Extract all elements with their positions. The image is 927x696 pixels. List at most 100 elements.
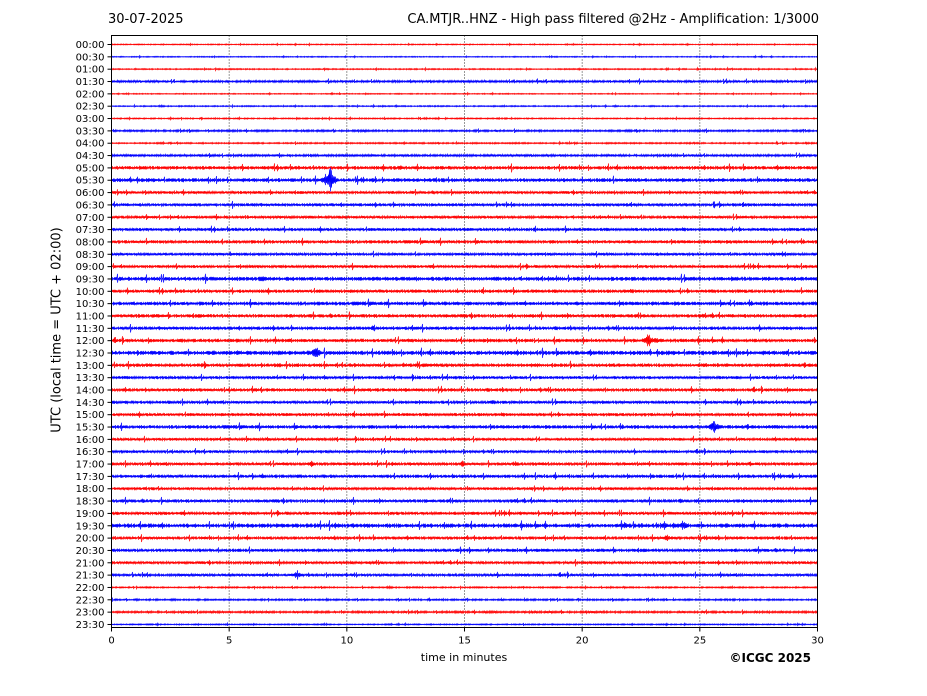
x-tick-label: 15 — [458, 636, 471, 647]
x-tick-label: 5 — [226, 636, 232, 647]
trace-2130 — [111, 570, 818, 580]
traces — [111, 42, 818, 627]
trace-1230 — [111, 347, 818, 359]
y-tick-label: 21:00 — [76, 558, 105, 569]
y-tick-label: 23:30 — [76, 620, 105, 631]
trace-0130 — [111, 78, 818, 85]
y-tick-label: 01:30 — [76, 77, 105, 88]
trace-0730 — [111, 225, 818, 233]
y-tick-label: 05:00 — [76, 163, 105, 174]
trace-0200 — [111, 91, 818, 96]
trace-1600 — [111, 435, 818, 443]
x-tick-label: 30 — [811, 636, 824, 647]
trace-0100 — [111, 66, 818, 72]
trace-0800 — [111, 237, 818, 246]
y-tick-label: 08:00 — [76, 237, 105, 248]
trace-0600 — [111, 188, 818, 196]
trace-1930 — [111, 520, 818, 531]
x-tick-label: 10 — [340, 636, 353, 647]
y-tick-label: 13:00 — [76, 361, 105, 372]
trace-1530 — [111, 421, 818, 433]
trace-1030 — [111, 298, 818, 309]
trace-0330 — [111, 128, 818, 134]
y-tick-label: 22:30 — [76, 595, 105, 606]
y-tick-label: 11:00 — [76, 311, 105, 322]
trace-0930 — [111, 273, 818, 284]
trace-1300 — [111, 360, 818, 370]
y-tick-label: 23:00 — [76, 608, 105, 619]
y-tick-label: 14:30 — [76, 398, 105, 409]
y-tick-label: 12:00 — [76, 336, 105, 347]
trace-1130 — [111, 323, 818, 333]
x-tick-label: 25 — [693, 636, 706, 647]
copyright-label: ©ICGC 2025 — [729, 651, 811, 665]
y-tick-label: 18:30 — [76, 497, 105, 508]
y-tick-label: 16:30 — [76, 447, 105, 458]
y-axis-label: UTC (local time = UTC + 02:00) — [49, 227, 65, 433]
x-axis-ticks: 0 5 10 15 20 25 30 — [108, 627, 824, 647]
trace-2100 — [111, 559, 818, 567]
y-tick-label: 13:30 — [76, 373, 105, 384]
trace-0500 — [111, 163, 818, 173]
y-tick-label: 17:00 — [76, 460, 105, 471]
trace-1730 — [111, 471, 818, 481]
trace-1500 — [111, 410, 818, 418]
y-tick-label: 06:00 — [76, 188, 105, 199]
y-tick-label: 00:30 — [76, 52, 105, 63]
y-tick-label: 16:00 — [76, 435, 105, 446]
y-tick-label: 11:30 — [76, 324, 105, 335]
y-tick-label: 18:00 — [76, 484, 105, 495]
y-tick-label: 06:30 — [76, 200, 105, 211]
x-axis-label: time in minutes — [420, 651, 508, 664]
y-tick-label: 07:00 — [76, 213, 105, 224]
y-tick-label: 15:00 — [76, 410, 105, 421]
y-tick-label: 22:00 — [76, 583, 105, 594]
x-tick-label: 20 — [576, 636, 589, 647]
trace-1630 — [111, 447, 818, 456]
y-tick-label: 05:30 — [76, 176, 105, 187]
trace-1400 — [111, 385, 818, 395]
trace-2330 — [111, 621, 818, 627]
y-tick-label: 07:30 — [76, 225, 105, 236]
date-label: 30-07-2025 — [108, 12, 184, 27]
y-tick-label: 00:00 — [76, 40, 105, 51]
y-tick-label: 21:30 — [76, 571, 105, 582]
y-tick-label: 19:30 — [76, 521, 105, 532]
y-tick-label: 19:00 — [76, 509, 105, 520]
trace-1830 — [111, 496, 818, 506]
trace-1700 — [111, 459, 818, 468]
trace-1100 — [111, 311, 818, 321]
y-tick-label: 20:30 — [76, 546, 105, 557]
y-tick-label: 09:30 — [76, 274, 105, 285]
trace-2030 — [111, 546, 818, 555]
trace-1430 — [111, 398, 818, 406]
trace-0230 — [111, 103, 818, 109]
trace-1200 — [111, 334, 818, 347]
trace-0900 — [111, 262, 818, 271]
trace-0400 — [111, 140, 818, 146]
trace-2300 — [111, 609, 818, 615]
y-tick-label: 08:30 — [76, 250, 105, 261]
y-tick-label: 12:30 — [76, 349, 105, 360]
trace-0000 — [111, 42, 818, 47]
trace-0700 — [111, 213, 818, 221]
trace-1900 — [111, 509, 818, 518]
y-tick-label: 04:00 — [76, 139, 105, 150]
chart-title: CA.MTJR..HNZ - High pass filtered @2Hz -… — [407, 12, 819, 27]
trace-0630 — [111, 200, 818, 209]
y-tick-label: 17:30 — [76, 472, 105, 483]
trace-1330 — [111, 373, 818, 382]
y-tick-label: 02:30 — [76, 102, 105, 113]
trace-2230 — [111, 596, 818, 603]
trace-1800 — [111, 485, 818, 492]
y-tick-label: 03:30 — [76, 126, 105, 137]
y-tick-label: 20:00 — [76, 534, 105, 545]
y-tick-label: 01:00 — [76, 65, 105, 76]
y-tick-label: 04:30 — [76, 151, 105, 162]
y-tick-label: 03:00 — [76, 114, 105, 125]
y-tick-label: 10:30 — [76, 299, 105, 310]
trace-0530 — [111, 167, 818, 192]
trace-0030 — [111, 54, 818, 60]
